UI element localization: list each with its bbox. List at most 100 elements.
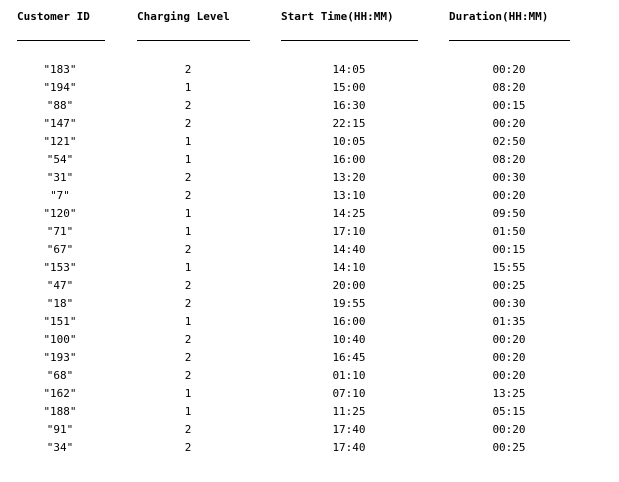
- start-time-cell: 20:00: [332, 279, 366, 292]
- customer-id-cell: "88": [46, 99, 74, 112]
- customer-id-cell: "188": [43, 405, 77, 418]
- charging-level-cell: 2: [184, 171, 192, 184]
- table-row: "151" 1 16:00 01:35: [0, 315, 619, 333]
- duration-cell: 00:30: [492, 171, 526, 184]
- start-time-cell: 07:10: [332, 387, 366, 400]
- charging-level-cell: 2: [184, 333, 192, 346]
- customer-id-cell: "183": [43, 63, 77, 76]
- table-row: "183" 2 14:05 00:20: [0, 63, 619, 81]
- charging-level-cell: 2: [184, 351, 192, 364]
- table-row: "147" 2 22:15 00:20: [0, 117, 619, 135]
- duration-cell: 00:20: [492, 189, 526, 202]
- duration-cell: 00:20: [492, 423, 526, 436]
- customer-id-cell: "153": [43, 261, 77, 274]
- duration-cell: 05:15: [492, 405, 526, 418]
- charging-level-cell: 1: [184, 405, 192, 418]
- table-row: "100" 2 10:40 00:20: [0, 333, 619, 351]
- duration-cell: 02:50: [492, 135, 526, 148]
- table-row: "71" 1 17:10 01:50: [0, 225, 619, 243]
- table-row: "31" 2 13:20 00:30: [0, 171, 619, 189]
- start-time-cell: 16:30: [332, 99, 366, 112]
- charging-level-cell: 2: [184, 279, 192, 292]
- duration-cell: 00:20: [492, 63, 526, 76]
- duration-cell: 01:50: [492, 225, 526, 238]
- table-row: "193" 2 16:45 00:20: [0, 351, 619, 369]
- table-row: "67" 2 14:40 00:15: [0, 243, 619, 261]
- charging-level-cell: 1: [184, 207, 192, 220]
- table-header: Customer ID Charging Level Start Time(HH…: [0, 10, 619, 46]
- start-time-cell: 17:40: [332, 441, 366, 454]
- duration-cell: 00:15: [492, 99, 526, 112]
- table-row: "68" 2 01:10 00:20: [0, 369, 619, 387]
- duration-cell: 00:25: [492, 441, 526, 454]
- customer-id-cell: "151": [43, 315, 77, 328]
- charging-level-cell: 1: [184, 315, 192, 328]
- column-header-customer-id: Customer ID: [17, 10, 90, 23]
- duration-cell: 00:30: [492, 297, 526, 310]
- duration-cell: 13:25: [492, 387, 526, 400]
- table-row: "34" 2 17:40 00:25: [0, 441, 619, 459]
- table-row: "153" 1 14:10 15:55: [0, 261, 619, 279]
- customer-id-cell: "120": [43, 207, 77, 220]
- start-time-cell: 14:05: [332, 63, 366, 76]
- start-time-cell: 14:40: [332, 243, 366, 256]
- charging-level-cell: 2: [184, 63, 192, 76]
- charging-level-cell: 1: [184, 81, 192, 94]
- table-row: "54" 1 16:00 08:20: [0, 153, 619, 171]
- table-row: "162" 1 07:10 13:25: [0, 387, 619, 405]
- customer-id-cell: "147": [43, 117, 77, 130]
- header-underline: [281, 40, 418, 41]
- column-header-charging-level: Charging Level: [137, 10, 230, 23]
- charging-level-cell: 2: [184, 297, 192, 310]
- duration-cell: 00:20: [492, 351, 526, 364]
- start-time-cell: 19:55: [332, 297, 366, 310]
- table-row: "7" 2 13:10 00:20: [0, 189, 619, 207]
- customer-id-cell: "91": [46, 423, 74, 436]
- charging-level-cell: 1: [184, 261, 192, 274]
- charging-level-cell: 1: [184, 135, 192, 148]
- customer-id-cell: "34": [46, 441, 74, 454]
- customer-id-cell: "54": [46, 153, 74, 166]
- charging-level-cell: 2: [184, 369, 192, 382]
- header-underline: [449, 40, 570, 41]
- customer-id-cell: "100": [43, 333, 77, 346]
- table-row: "88" 2 16:30 00:15: [0, 99, 619, 117]
- duration-cell: 08:20: [492, 153, 526, 166]
- start-time-cell: 13:20: [332, 171, 366, 184]
- customer-id-cell: "7": [50, 189, 70, 202]
- charging-level-cell: 2: [184, 117, 192, 130]
- customer-id-cell: "18": [46, 297, 74, 310]
- start-time-cell: 01:10: [332, 369, 366, 382]
- table-row: "188" 1 11:25 05:15: [0, 405, 619, 423]
- start-time-cell: 17:40: [332, 423, 366, 436]
- start-time-cell: 10:05: [332, 135, 366, 148]
- table-row: "120" 1 14:25 09:50: [0, 207, 619, 225]
- charging-level-cell: 2: [184, 243, 192, 256]
- customer-id-cell: "194": [43, 81, 77, 94]
- start-time-cell: 14:25: [332, 207, 366, 220]
- table-row: "47" 2 20:00 00:25: [0, 279, 619, 297]
- charging-level-cell: 1: [184, 153, 192, 166]
- charging-level-cell: 1: [184, 387, 192, 400]
- table-row: "194" 1 15:00 08:20: [0, 81, 619, 99]
- start-time-cell: 22:15: [332, 117, 366, 130]
- start-time-cell: 11:25: [332, 405, 366, 418]
- start-time-cell: 16:00: [332, 315, 366, 328]
- customer-id-cell: "47": [46, 279, 74, 292]
- duration-cell: 00:15: [492, 243, 526, 256]
- column-header-start-time: Start Time(HH:MM): [281, 10, 394, 23]
- customer-id-cell: "162": [43, 387, 77, 400]
- start-time-cell: 10:40: [332, 333, 366, 346]
- duration-cell: 09:50: [492, 207, 526, 220]
- header-underline: [17, 40, 105, 41]
- duration-cell: 00:20: [492, 333, 526, 346]
- customer-id-cell: "121": [43, 135, 77, 148]
- duration-cell: 00:20: [492, 117, 526, 130]
- customer-id-cell: "71": [46, 225, 74, 238]
- start-time-cell: 14:10: [332, 261, 366, 274]
- start-time-cell: 17:10: [332, 225, 366, 238]
- duration-cell: 15:55: [492, 261, 526, 274]
- start-time-cell: 16:45: [332, 351, 366, 364]
- duration-cell: 00:25: [492, 279, 526, 292]
